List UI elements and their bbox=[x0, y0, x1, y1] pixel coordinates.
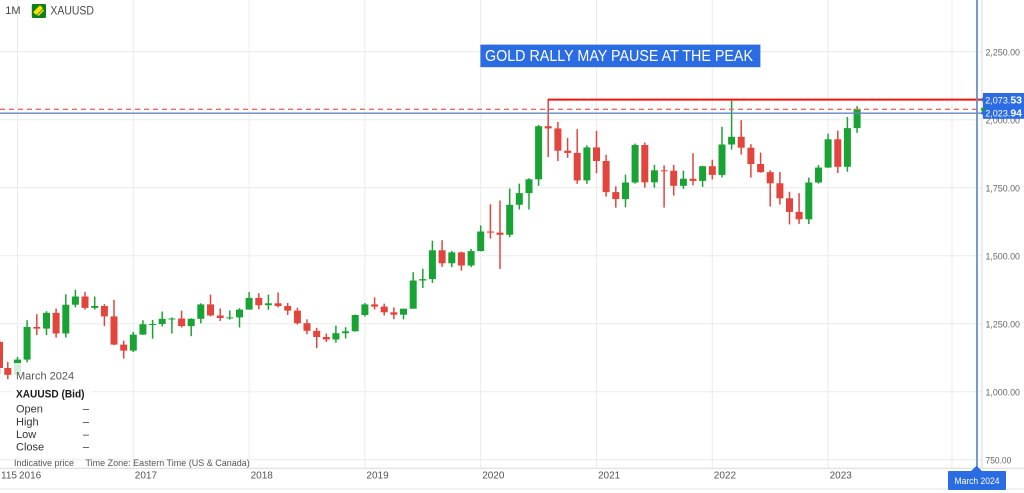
svg-text:–: – bbox=[83, 403, 90, 415]
svg-text:2021: 2021 bbox=[598, 471, 621, 482]
svg-text:High: High bbox=[16, 416, 39, 428]
svg-text:2019: 2019 bbox=[366, 471, 389, 482]
svg-text:2,000.00: 2,000.00 bbox=[986, 115, 1020, 126]
svg-text:750.00: 750.00 bbox=[986, 455, 1012, 466]
svg-text:Close: Close bbox=[16, 442, 44, 454]
svg-text:2,250.00: 2,250.00 bbox=[986, 47, 1020, 58]
svg-text:XAUUSD (Bid): XAUUSD (Bid) bbox=[16, 389, 85, 401]
svg-text:2022: 2022 bbox=[714, 471, 737, 482]
svg-text:–: – bbox=[83, 416, 90, 428]
svg-text:115: 115 bbox=[1, 471, 17, 482]
svg-text:1,000.00: 1,000.00 bbox=[986, 387, 1020, 398]
svg-text:2,073.53: 2,073.53 bbox=[985, 95, 1022, 107]
svg-text:March 2024: March 2024 bbox=[955, 476, 1000, 487]
svg-text:2,023.94: 2,023.94 bbox=[985, 108, 1022, 120]
svg-text:1,500.00: 1,500.00 bbox=[986, 251, 1020, 262]
svg-text:Indicative price: Indicative price bbox=[14, 458, 74, 468]
svg-text:2023: 2023 bbox=[830, 471, 853, 482]
svg-text:Open: Open bbox=[16, 403, 43, 415]
svg-text:–: – bbox=[83, 442, 90, 454]
svg-text:2017: 2017 bbox=[135, 471, 158, 482]
svg-text:GOLD RALLY MAY PAUSE AT THE PE: GOLD RALLY MAY PAUSE AT THE PEAK bbox=[485, 48, 754, 65]
svg-text:1,750.00: 1,750.00 bbox=[986, 183, 1020, 194]
svg-text:1,250.00: 1,250.00 bbox=[986, 319, 1020, 330]
svg-text:Time Zone: Eastern Time (US &: Time Zone: Eastern Time (US & Canada) bbox=[86, 458, 250, 468]
svg-text:1M: 1M bbox=[5, 5, 20, 17]
svg-text:Low: Low bbox=[16, 429, 36, 441]
svg-text:March 2024: March 2024 bbox=[16, 371, 74, 383]
svg-text:2020: 2020 bbox=[482, 471, 505, 482]
svg-text:–: – bbox=[83, 429, 90, 441]
svg-text:XAUUSD: XAUUSD bbox=[50, 4, 94, 18]
svg-text:2016: 2016 bbox=[19, 471, 42, 482]
svg-text:2018: 2018 bbox=[251, 471, 274, 482]
